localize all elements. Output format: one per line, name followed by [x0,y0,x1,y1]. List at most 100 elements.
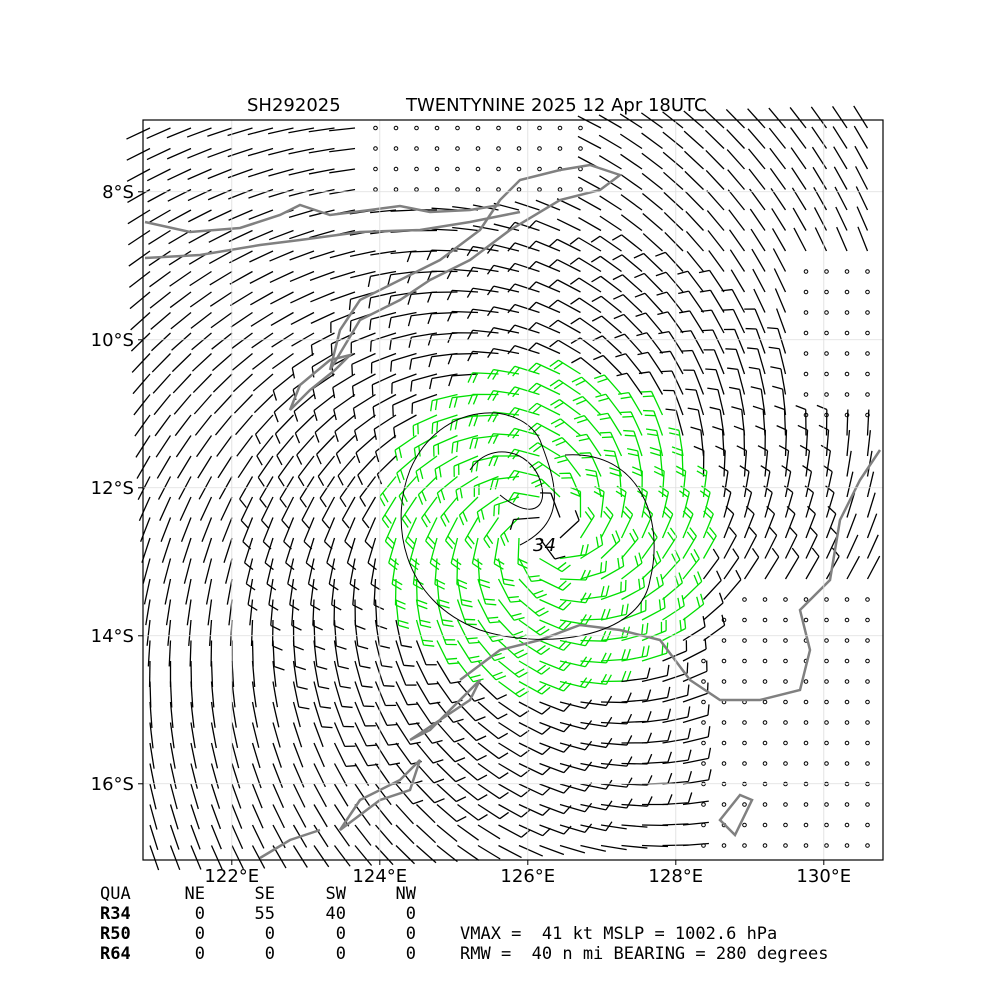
wind-barb [210,292,232,306]
wind-barb [173,374,191,393]
wind-barb [570,278,601,292]
calm-dot [476,188,480,192]
calm-dot [804,270,808,274]
calm-dot [743,762,747,766]
wind-barb [792,168,806,190]
table-cell: 0 [336,944,346,964]
calm-dot [702,803,706,807]
wind-barb [351,333,375,353]
wind-barb [437,620,457,645]
calm-dot [558,188,562,192]
calm-dot [394,126,398,130]
calm-dot [763,598,767,602]
calm-dot [866,639,870,643]
table-cell: 0 [265,924,275,944]
table-cell: 0 [195,944,205,964]
wind-barb [796,406,806,436]
wind-barb [314,825,328,847]
wind-barb [408,313,437,327]
calm-dot [825,618,829,622]
wind-barb [156,436,170,458]
wind-barb [559,473,580,497]
calm-dot [845,598,849,602]
wind-barb [638,352,663,374]
wind-barb [784,486,792,518]
wind-barb [240,477,253,508]
wind-barb [484,518,499,548]
wind-barb [622,754,652,764]
calm-dot [804,680,808,684]
wind-barb [416,456,437,482]
wind-barb [748,109,765,128]
calm-dot [763,741,767,745]
wind-barb [683,594,704,620]
wind-barb [376,682,397,706]
calm-dot [743,803,747,807]
calm-dot [702,823,706,827]
wind-barb [663,792,692,804]
calm-dot [743,598,747,602]
calm-dot [538,147,542,151]
wind-barb [291,313,314,325]
calm-dot [517,147,521,151]
wind-barb [779,446,788,477]
wind-barb [300,477,314,508]
wind-barb [458,825,479,840]
wind-barb [834,167,847,190]
wind-barb [749,169,765,190]
wind-barb [642,730,671,743]
wind-barb [601,778,632,787]
wind-barb [294,641,306,670]
y-tick-label: 14°S [91,626,134,647]
wind-barb [642,507,653,538]
calm-dot [456,167,460,171]
wind-barb [412,395,437,414]
calm-dot [845,680,849,684]
wind-barb [214,395,232,414]
calm-dot [845,331,849,335]
wind-barb [663,750,691,764]
wind-barb [454,456,478,477]
wind-barb [685,191,703,210]
wind-barb [663,132,683,148]
calm-dot [435,147,439,151]
wind-barb [540,846,564,855]
calm-dot [517,167,521,171]
wind-barb [856,187,867,210]
calm-dot [825,721,829,725]
wind-barb [262,497,273,528]
wind-barb [707,388,724,415]
calm-dot [825,311,829,315]
wind-barb [265,538,273,570]
wind-barb [664,192,683,210]
wind-barb [434,436,458,457]
contour-label: 34 [533,535,556,556]
calm-dot [497,167,501,171]
wind-barb [621,175,642,190]
calm-dot [845,618,849,622]
calm-dot [845,352,849,356]
calm-dot [866,598,870,602]
table-cell: 0 [336,924,346,944]
wind-barb [729,210,745,231]
calm-dot [456,147,460,151]
calm-dot [722,741,726,745]
wind-barb [131,333,150,351]
wind-barb [202,518,212,542]
wind-barb [663,390,683,415]
wind-barb [499,743,530,757]
calm-dot [825,639,829,643]
wind-barb [600,196,622,210]
calm-dot [415,188,419,192]
calm-dot [763,762,767,766]
wind-barb [685,171,704,189]
wind-barb [355,600,365,630]
calm-dot [845,721,849,725]
wind-barb [314,846,329,867]
wind-barb [549,260,580,272]
wind-barb [604,450,622,476]
wind-barb [769,108,786,128]
wind-barb [306,538,314,570]
wind-barb [734,426,745,456]
wind-barb [847,535,858,559]
